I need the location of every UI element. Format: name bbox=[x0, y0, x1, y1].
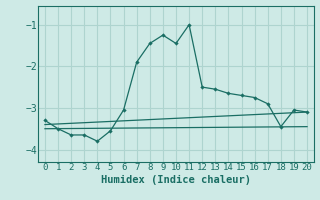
X-axis label: Humidex (Indice chaleur): Humidex (Indice chaleur) bbox=[101, 175, 251, 185]
